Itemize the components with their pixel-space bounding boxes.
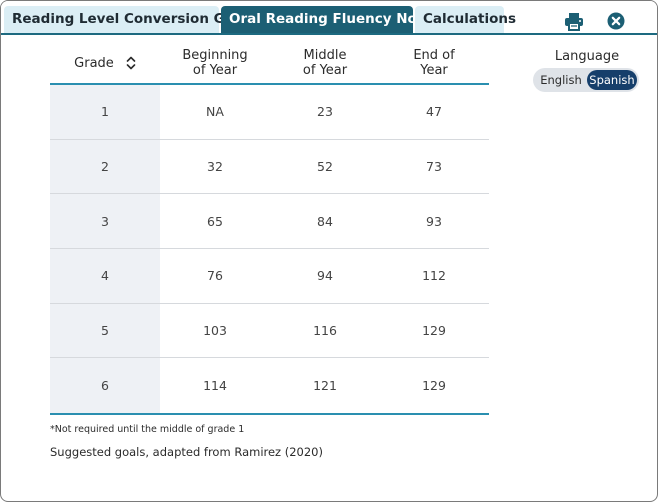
cell-middle-of-year: 84 xyxy=(317,213,333,229)
table-row: 5 103 116 129 xyxy=(50,303,489,359)
cell-end-of-year: 129 xyxy=(422,378,446,394)
language-toggle: English Spanish xyxy=(533,68,639,92)
cell-grade: 4 xyxy=(50,249,160,303)
table-header: Grade Beginning of Year Middle of Year End… xyxy=(50,41,489,85)
cell-middle-of-year: 116 xyxy=(313,323,337,339)
cell-grade: 2 xyxy=(50,139,160,194)
column-header-beginning-of-year: Beginning of Year xyxy=(160,41,270,85)
header-line: Year xyxy=(420,63,448,78)
footnote: *Not required until the middle of grade … xyxy=(50,424,245,435)
fluency-norms-table: Grade Beginning of Year Middle of Year End… xyxy=(50,41,489,416)
cell-middle-of-year: 121 xyxy=(313,378,337,394)
table-row: 2 32 52 73 xyxy=(50,139,489,195)
cell-beginning-of-year: 32 xyxy=(207,159,223,175)
language-option-english[interactable]: English xyxy=(540,73,582,87)
cell-grade: 5 xyxy=(50,303,160,358)
tab-calculations[interactable]: Calculations xyxy=(415,6,516,33)
source-note: Suggested goals, adapted from Ramirez (2… xyxy=(50,445,323,459)
table-body: 1 NA 23 47 2 32 52 73 3 65 84 93 4 76 94 xyxy=(50,85,489,416)
tab-oral-reading-fluency-norms[interactable]: Oral Reading Fluency Norms xyxy=(221,6,446,33)
printer-icon xyxy=(565,12,583,31)
cell-grade: 1 xyxy=(50,85,160,139)
cell-end-of-year: 112 xyxy=(422,268,446,284)
cell-end-of-year: 129 xyxy=(422,323,446,339)
header-line: Middle xyxy=(303,48,347,63)
print-button[interactable] xyxy=(563,10,585,32)
tab-reading-level-conversion-guide[interactable]: Reading Level Conversion Guide xyxy=(4,6,258,33)
cell-end-of-year: 47 xyxy=(426,104,442,120)
language-option-spanish[interactable]: Spanish xyxy=(587,70,637,90)
cell-grade: 6 xyxy=(50,358,160,414)
cell-end-of-year: 73 xyxy=(426,159,442,175)
cell-end-of-year: 93 xyxy=(426,213,442,229)
cell-beginning-of-year: 114 xyxy=(203,378,227,394)
cell-grade: 3 xyxy=(50,194,160,249)
cell-middle-of-year: 23 xyxy=(317,104,333,120)
cell-middle-of-year: 52 xyxy=(317,159,333,175)
header-line: of Year xyxy=(302,63,348,78)
cell-middle-of-year: 94 xyxy=(317,268,333,284)
table-row: 1 NA 23 47 xyxy=(50,85,489,140)
sort-icon[interactable] xyxy=(126,55,136,71)
column-header-grade-label: Grade xyxy=(74,55,114,71)
table-row: 6 114 121 129 xyxy=(50,358,489,414)
cell-beginning-of-year: 76 xyxy=(207,268,223,284)
tab-bar: Reading Level Conversion Guide Oral Read… xyxy=(1,1,657,35)
close-button[interactable] xyxy=(605,10,627,32)
table-row: 4 76 94 112 xyxy=(50,249,489,304)
header-line: End of xyxy=(413,48,455,63)
language-label: Language xyxy=(554,49,620,64)
table-row: 3 65 84 93 xyxy=(50,194,489,250)
cell-beginning-of-year: NA xyxy=(206,104,224,120)
column-header-end-of-year: End of Year xyxy=(379,41,489,85)
close-circle-icon xyxy=(607,12,625,30)
cell-beginning-of-year: 65 xyxy=(207,213,223,229)
cell-beginning-of-year: 103 xyxy=(203,323,227,339)
column-header-middle-of-year: Middle of Year xyxy=(270,41,380,85)
column-header-grade[interactable]: Grade xyxy=(50,41,160,85)
header-line: Beginning xyxy=(182,48,248,63)
header-line: of Year xyxy=(192,63,238,78)
